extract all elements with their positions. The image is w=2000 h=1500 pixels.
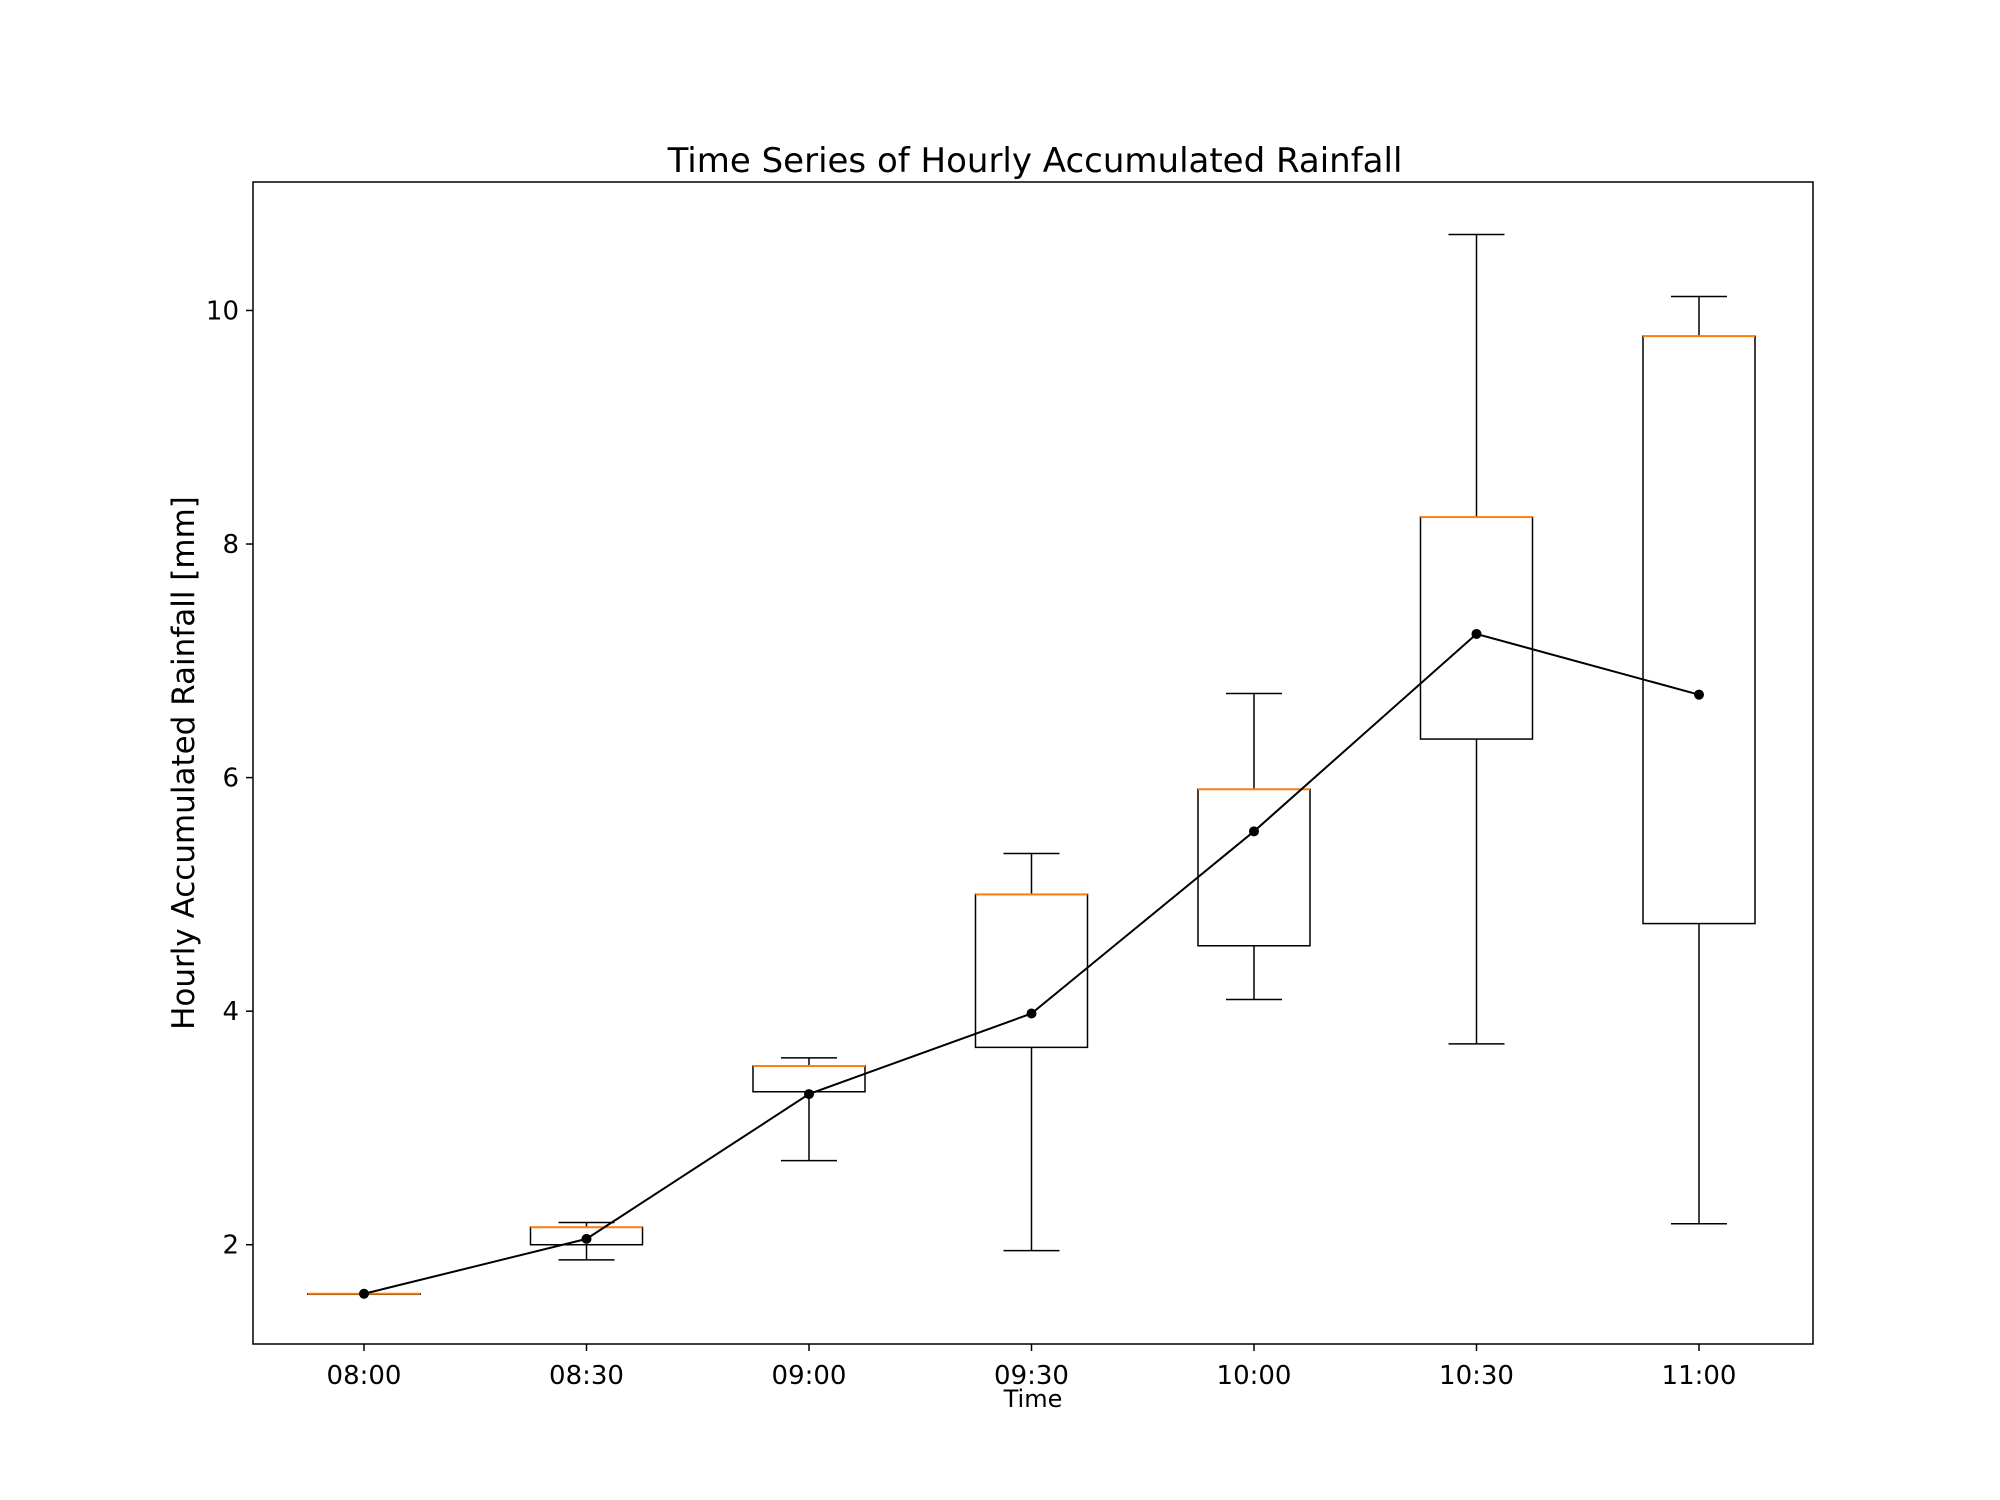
trend-point	[1249, 826, 1259, 837]
trend-point	[1694, 689, 1704, 700]
y-tick-label: 4	[222, 997, 239, 1027]
y-tick-label: 2	[222, 1231, 239, 1261]
plot-frame	[252, 181, 1814, 1345]
iqr-box	[1642, 335, 1756, 925]
box-10:00	[1197, 692, 1311, 1001]
y-axis-label: Hourly Accumulated Rainfall [mm]	[166, 496, 202, 1030]
iqr-box	[974, 893, 1089, 1049]
x-tick-label: 09:30	[994, 1361, 1069, 1391]
x-tick-label: 10:30	[1439, 1361, 1514, 1391]
x-tick-label: 08:00	[327, 1361, 402, 1391]
y-tick-label: 10	[206, 296, 239, 326]
x-tick-label: 11:00	[1662, 1361, 1737, 1391]
chart-title: Time Series of Hourly Accumulated Rainfa…	[667, 141, 1403, 181]
x-axis-label: Time	[1003, 1385, 1063, 1413]
trend-point	[804, 1089, 814, 1100]
x-tick-label: 08:30	[549, 1361, 624, 1391]
y-tick-label: 8	[222, 530, 239, 560]
x-tick-label: 09:00	[772, 1361, 847, 1391]
iqr-box	[1419, 516, 1534, 740]
trend-point	[1026, 1008, 1037, 1019]
box-11:00	[1642, 295, 1756, 1225]
box-09:30	[974, 852, 1089, 1252]
box-09:00	[752, 1057, 866, 1162]
box-08:30	[529, 1221, 644, 1261]
y-tick-label: 6	[222, 764, 239, 794]
trend-point	[359, 1288, 369, 1299]
box-10:30	[1419, 233, 1534, 1045]
trend-point	[1471, 628, 1482, 639]
iqr-box	[1197, 788, 1311, 947]
trend-point	[581, 1233, 592, 1244]
plot-area: 2 4 6 8 10 08:00 08:30 09:00 09:30 10:00 10:30 11:0…	[206, 233, 1756, 1391]
x-tick-label: 10:00	[1217, 1361, 1292, 1391]
